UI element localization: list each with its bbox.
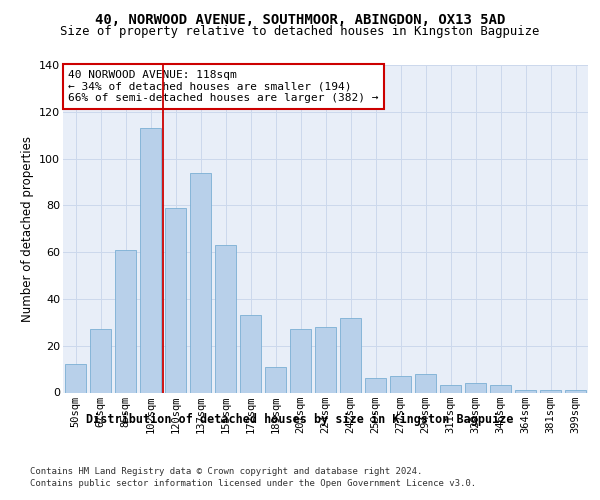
- Bar: [315, 327, 336, 392]
- Y-axis label: Number of detached properties: Number of detached properties: [20, 136, 34, 322]
- Bar: [190, 172, 211, 392]
- Bar: [440, 386, 461, 392]
- Bar: [90, 330, 111, 392]
- Bar: [365, 378, 386, 392]
- Text: 40, NORWOOD AVENUE, SOUTHMOOR, ABINGDON, OX13 5AD: 40, NORWOOD AVENUE, SOUTHMOOR, ABINGDON,…: [95, 12, 505, 26]
- Bar: [340, 318, 361, 392]
- Bar: [465, 383, 486, 392]
- Text: 40 NORWOOD AVENUE: 118sqm
← 34% of detached houses are smaller (194)
66% of semi: 40 NORWOOD AVENUE: 118sqm ← 34% of detac…: [68, 70, 379, 103]
- Bar: [115, 250, 136, 392]
- Text: Distribution of detached houses by size in Kingston Bagpuize: Distribution of detached houses by size …: [86, 412, 514, 426]
- Bar: [490, 386, 511, 392]
- Bar: [240, 316, 261, 392]
- Text: Size of property relative to detached houses in Kingston Bagpuize: Size of property relative to detached ho…: [61, 25, 539, 38]
- Bar: [565, 390, 586, 392]
- Bar: [65, 364, 86, 392]
- Bar: [165, 208, 186, 392]
- Bar: [215, 245, 236, 392]
- Bar: [515, 390, 536, 392]
- Bar: [415, 374, 436, 392]
- Bar: [390, 376, 411, 392]
- Bar: [265, 367, 286, 392]
- Bar: [540, 390, 561, 392]
- Bar: [290, 330, 311, 392]
- Bar: [140, 128, 161, 392]
- Text: Contains public sector information licensed under the Open Government Licence v3: Contains public sector information licen…: [30, 479, 476, 488]
- Text: Contains HM Land Registry data © Crown copyright and database right 2024.: Contains HM Land Registry data © Crown c…: [30, 468, 422, 476]
